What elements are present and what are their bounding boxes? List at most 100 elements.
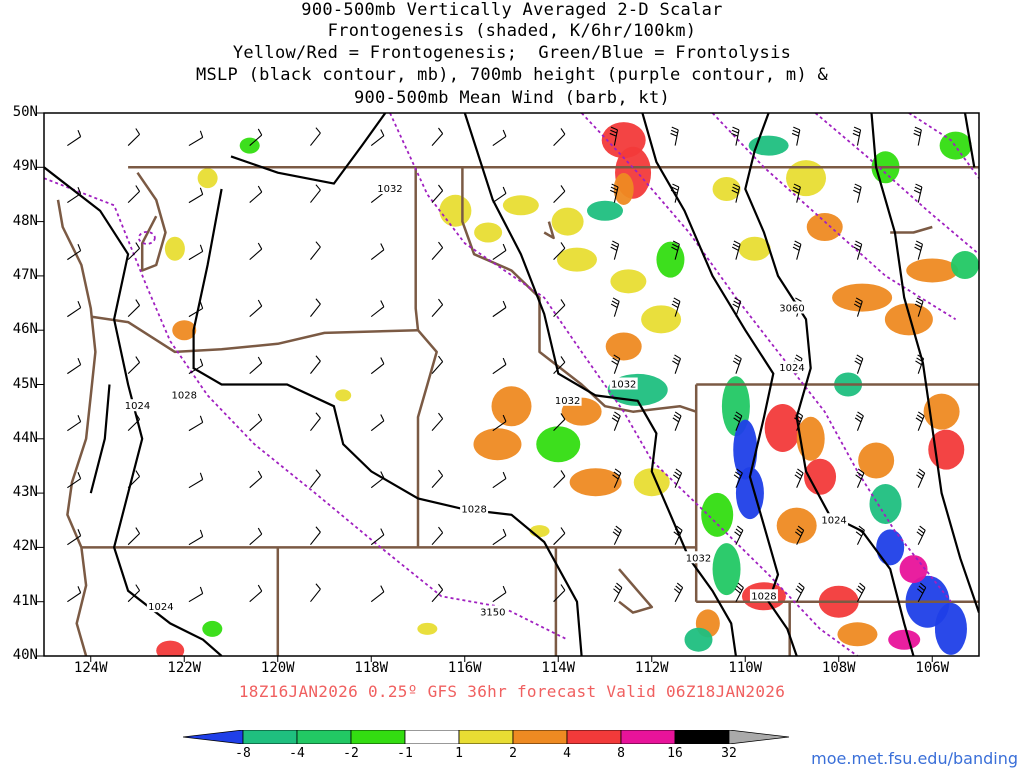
shading-cell: [556, 247, 597, 272]
wind-barb: [127, 470, 141, 489]
shading-cell: [605, 332, 642, 361]
wind-barb: [67, 186, 82, 204]
wind-barb: [310, 412, 321, 431]
wind-barb: [553, 299, 566, 318]
wind-barb: [127, 185, 141, 203]
wind-barb: [734, 525, 744, 545]
wind-barb: [127, 128, 141, 146]
wind-barb: [672, 354, 682, 374]
colorbar-segment: [728, 730, 790, 744]
contour-label-bg: [478, 605, 507, 618]
wind-barb: [492, 585, 507, 603]
colorbar-label: 4: [563, 746, 571, 761]
wind-barb: [188, 301, 204, 318]
lon-label: 124W: [73, 660, 108, 676]
wind-barb: [609, 126, 618, 146]
wind-barb: [67, 529, 82, 546]
wind-barb: [127, 356, 141, 375]
wind-barb: [188, 586, 204, 603]
wind-barb: [492, 414, 507, 432]
wind-barb: [127, 527, 141, 546]
height-contour: [44, 177, 569, 641]
colorbar-segment: [404, 730, 460, 744]
wind-barb: [733, 468, 743, 488]
wind-barb: [673, 525, 683, 545]
mslp-contour: [963, 113, 976, 168]
wind-barb: [431, 355, 444, 375]
lat-label: 45N: [12, 375, 38, 392]
credit-url[interactable]: moe.met.fsu.edu/banding: [809, 749, 1020, 768]
lon-label: 118W: [354, 660, 389, 676]
wind-barb: [127, 299, 141, 318]
title-line-2: Frontogenesis (shaded, K/6hr/100km): [327, 21, 697, 41]
wind-barb: [853, 297, 863, 317]
colorbar-segment: [350, 730, 406, 744]
lon-label: 116W: [447, 660, 482, 676]
shading-cell: [641, 305, 682, 334]
wind-barb: [249, 527, 263, 546]
wind-barb: [916, 468, 926, 488]
lat-label: 40N: [12, 647, 38, 663]
wind-barb: [67, 243, 82, 261]
shading-cell: [156, 640, 185, 656]
wind-barb: [431, 583, 444, 603]
colorbar-label: -1: [397, 746, 413, 761]
wind-barb: [127, 242, 141, 261]
contour-label-bg: [684, 551, 713, 564]
wind-barb: [370, 300, 385, 318]
contour-label: 1032: [555, 396, 580, 407]
contour-label: 1028: [751, 591, 776, 602]
boundary-line: [136, 171, 167, 272]
wind-barb: [553, 413, 566, 432]
wind-barb: [188, 358, 204, 375]
wind-barb: [855, 468, 865, 488]
wind-barb: [609, 183, 619, 203]
shading-cell: [837, 622, 878, 647]
contour-label-bg: [123, 399, 152, 412]
shading-cell: [934, 602, 967, 655]
shading-cell: [502, 195, 539, 216]
contour-label: 1024: [821, 515, 846, 526]
wind-barb: [916, 582, 927, 602]
boundary-line: [461, 167, 697, 413]
shading-cell: [536, 426, 581, 463]
wind-barb: [792, 240, 802, 260]
wind-barb: [67, 300, 82, 318]
shading-cell: [858, 442, 895, 479]
wind-barb: [670, 183, 680, 203]
shading-cell: [869, 483, 902, 524]
wind-barb: [672, 411, 682, 431]
contour-label-bg: [749, 589, 778, 602]
height-contours: [44, 113, 979, 656]
shading-cell: [172, 320, 197, 341]
shading-cell: [197, 168, 218, 189]
wind-barb: [310, 127, 321, 146]
shading-cell: [804, 458, 837, 495]
wind-barb: [492, 528, 507, 546]
colorbar-label: 32: [721, 746, 737, 761]
colorbar-segment: [620, 730, 676, 744]
contour-label-bg: [170, 388, 199, 401]
wind-barb: [249, 356, 263, 375]
wind-barb: [492, 243, 507, 261]
wind-barb: [853, 183, 862, 203]
wind-barb: [492, 357, 507, 375]
lat-label: 42N: [12, 538, 38, 555]
title-line-5: 900-500mb Mean Wind (barb, kt): [353, 88, 671, 108]
wind-barb: [310, 184, 321, 203]
wind-barbs: [67, 126, 927, 603]
shading-cell: [939, 131, 972, 160]
wind-barb: [431, 526, 444, 546]
wind-barb: [67, 472, 82, 489]
contour-label: 1032: [377, 184, 402, 195]
colorbar-segment: [458, 730, 514, 744]
contour-label-bg: [375, 182, 404, 195]
shading-cell: [587, 200, 623, 221]
mslp-contour: [44, 166, 223, 656]
wind-barb: [553, 470, 566, 489]
lat-label: 43N: [12, 484, 38, 501]
wind-barb: [492, 300, 507, 318]
height-contour: [814, 113, 979, 255]
boundary-line: [414, 167, 420, 331]
colorbar-segment: [183, 730, 244, 744]
